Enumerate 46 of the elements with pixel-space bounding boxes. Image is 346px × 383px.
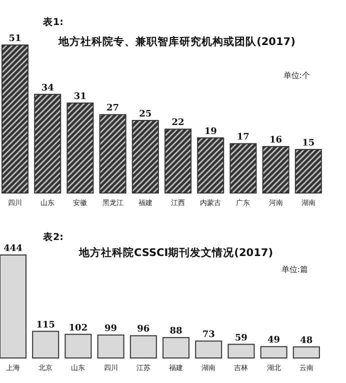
data-label: 99 (104, 324, 118, 334)
bar (197, 137, 224, 194)
data-label: 51 (8, 34, 22, 44)
text: 表2: (42, 231, 64, 243)
bar (292, 346, 320, 358)
data-label: 34 (41, 83, 54, 94)
data-label: 73 (202, 330, 215, 340)
data-label: 49 (268, 336, 280, 346)
data-label: 22 (172, 118, 184, 128)
bar (230, 143, 257, 194)
data-label: 115 (36, 320, 55, 330)
data-label: 15 (302, 138, 315, 148)
data-label: 48 (300, 336, 313, 346)
bar (34, 94, 62, 194)
bar (164, 128, 192, 194)
data-label: 27 (106, 104, 120, 114)
annotation: 单位:篇 (281, 265, 308, 274)
data-label: 444 (4, 244, 22, 254)
bar (32, 330, 60, 358)
chart-title: 地方社科院专、兼职智库研究机构或团队(2017) (58, 35, 296, 48)
data-label: 16 (270, 136, 282, 146)
bar (262, 146, 290, 194)
data-label: 102 (68, 323, 88, 334)
bar (130, 335, 157, 358)
data-label: 25 (139, 109, 152, 120)
bar (132, 120, 159, 194)
bar (66, 102, 94, 194)
bar (195, 340, 222, 358)
bar (294, 148, 322, 194)
data-label: 19 (204, 126, 217, 137)
bar (260, 346, 288, 358)
data-label: 31 (74, 92, 86, 102)
annotation: 单位:个 (283, 71, 310, 80)
bar (228, 344, 255, 358)
bar (0, 254, 26, 358)
bar (64, 334, 92, 358)
bar (162, 337, 190, 358)
data-label: 96 (137, 324, 150, 335)
data-label: 59 (234, 333, 248, 344)
bar (97, 334, 124, 358)
data-label: 88 (170, 326, 182, 337)
bar (2, 44, 28, 194)
bar (99, 114, 126, 194)
chart-title: 地方社科院CSSCI期刊发文情况(2017) (78, 246, 273, 259)
text: 表1: (42, 16, 64, 28)
data-label: 17 (236, 132, 250, 143)
